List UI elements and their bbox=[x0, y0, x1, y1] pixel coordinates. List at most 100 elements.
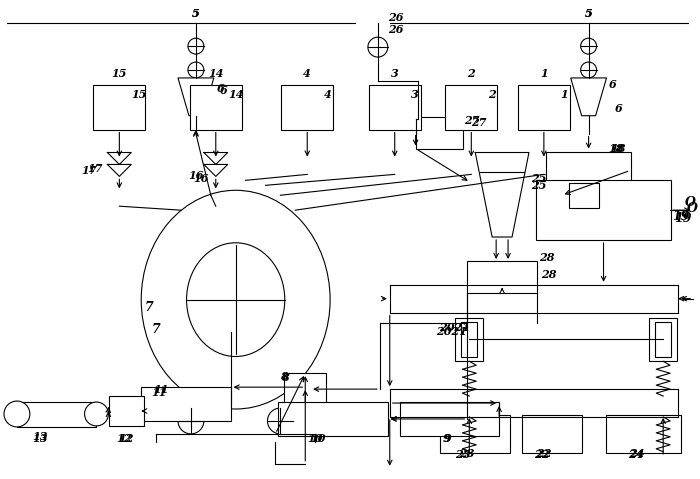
Bar bbox=[464, 319, 475, 360]
Text: 19: 19 bbox=[672, 210, 690, 223]
Circle shape bbox=[267, 408, 293, 434]
Bar bbox=[522, 415, 582, 453]
Text: 11: 11 bbox=[151, 387, 167, 398]
Bar bbox=[464, 322, 475, 357]
Bar bbox=[547, 151, 631, 189]
Text: 18: 18 bbox=[610, 143, 626, 154]
Text: 24: 24 bbox=[629, 448, 644, 459]
Polygon shape bbox=[570, 78, 606, 116]
Text: 22: 22 bbox=[534, 449, 550, 460]
Text: 5: 5 bbox=[584, 8, 592, 19]
Text: 27: 27 bbox=[472, 117, 487, 128]
Text: 8: 8 bbox=[281, 371, 288, 382]
Text: 5: 5 bbox=[192, 8, 199, 19]
Text: 23: 23 bbox=[454, 449, 470, 460]
Text: 12: 12 bbox=[118, 433, 134, 445]
Text: 14: 14 bbox=[208, 68, 223, 80]
Text: 1: 1 bbox=[560, 90, 568, 100]
Text: 9: 9 bbox=[442, 433, 450, 445]
Bar bbox=[109, 396, 144, 426]
Bar bbox=[94, 85, 145, 130]
Bar bbox=[456, 318, 483, 361]
Bar bbox=[416, 117, 463, 148]
Bar bbox=[369, 85, 421, 130]
Circle shape bbox=[4, 401, 30, 427]
Text: 12: 12 bbox=[117, 433, 132, 445]
Text: 27: 27 bbox=[465, 115, 480, 126]
Text: 1: 1 bbox=[540, 68, 547, 80]
Circle shape bbox=[188, 38, 204, 54]
Bar bbox=[650, 318, 677, 361]
Text: 6: 6 bbox=[615, 103, 622, 114]
Circle shape bbox=[85, 402, 108, 426]
Text: 2021: 2021 bbox=[439, 322, 470, 333]
Circle shape bbox=[581, 38, 596, 54]
Text: 10: 10 bbox=[310, 433, 326, 445]
Text: 28: 28 bbox=[541, 269, 556, 280]
Text: O: O bbox=[685, 196, 696, 209]
Text: 5: 5 bbox=[192, 8, 199, 19]
Circle shape bbox=[178, 408, 204, 434]
Bar bbox=[141, 387, 231, 422]
Text: 7: 7 bbox=[152, 323, 160, 336]
Text: 22: 22 bbox=[536, 448, 552, 459]
Bar bbox=[606, 415, 680, 453]
Text: 25: 25 bbox=[531, 180, 547, 191]
Text: 5: 5 bbox=[584, 8, 592, 19]
Text: 26: 26 bbox=[388, 12, 403, 23]
Text: 16: 16 bbox=[188, 170, 204, 181]
Text: 8: 8 bbox=[281, 372, 289, 383]
Bar bbox=[658, 319, 668, 360]
Text: 24: 24 bbox=[628, 449, 643, 460]
Text: 13: 13 bbox=[32, 432, 48, 442]
Text: O: O bbox=[687, 202, 697, 215]
Circle shape bbox=[188, 62, 204, 78]
Text: 2: 2 bbox=[489, 90, 496, 100]
Text: 3: 3 bbox=[411, 90, 419, 100]
Circle shape bbox=[581, 62, 596, 78]
Bar bbox=[655, 321, 671, 357]
Text: 25: 25 bbox=[531, 173, 547, 184]
Text: 13: 13 bbox=[32, 433, 48, 445]
Bar bbox=[279, 401, 388, 436]
Bar bbox=[658, 322, 668, 357]
Text: 17: 17 bbox=[82, 165, 97, 176]
Bar bbox=[445, 85, 497, 130]
Text: 6: 6 bbox=[220, 85, 228, 96]
Bar bbox=[468, 261, 537, 293]
Text: 10: 10 bbox=[307, 433, 323, 445]
Bar bbox=[190, 85, 242, 130]
Bar bbox=[536, 181, 671, 240]
Text: 9: 9 bbox=[444, 433, 452, 445]
Bar bbox=[568, 183, 598, 208]
Bar bbox=[440, 415, 510, 453]
Text: 26: 26 bbox=[388, 24, 403, 34]
Ellipse shape bbox=[141, 190, 330, 409]
Text: 11: 11 bbox=[153, 384, 169, 395]
Text: 14: 14 bbox=[228, 90, 244, 100]
Polygon shape bbox=[178, 78, 214, 116]
Ellipse shape bbox=[187, 243, 285, 356]
Text: 15: 15 bbox=[111, 68, 127, 80]
Text: 4: 4 bbox=[324, 90, 332, 100]
Text: 16: 16 bbox=[193, 173, 209, 184]
Text: 19: 19 bbox=[674, 212, 692, 225]
Text: 17: 17 bbox=[88, 163, 103, 174]
Text: 6: 6 bbox=[608, 80, 616, 91]
Text: 23: 23 bbox=[458, 448, 474, 459]
Bar bbox=[658, 319, 668, 360]
Text: 3: 3 bbox=[391, 68, 398, 80]
Text: 7: 7 bbox=[145, 301, 153, 314]
Bar bbox=[400, 401, 499, 436]
Text: 18: 18 bbox=[609, 143, 624, 154]
Text: 6: 6 bbox=[217, 83, 225, 94]
Text: 28: 28 bbox=[539, 252, 554, 263]
Text: 2021: 2021 bbox=[436, 326, 467, 337]
Circle shape bbox=[368, 37, 388, 57]
Text: 2: 2 bbox=[468, 68, 475, 80]
Text: 4: 4 bbox=[303, 68, 311, 80]
Bar bbox=[461, 321, 477, 357]
Bar bbox=[518, 85, 570, 130]
Bar bbox=[281, 85, 333, 130]
Bar bbox=[17, 402, 97, 427]
